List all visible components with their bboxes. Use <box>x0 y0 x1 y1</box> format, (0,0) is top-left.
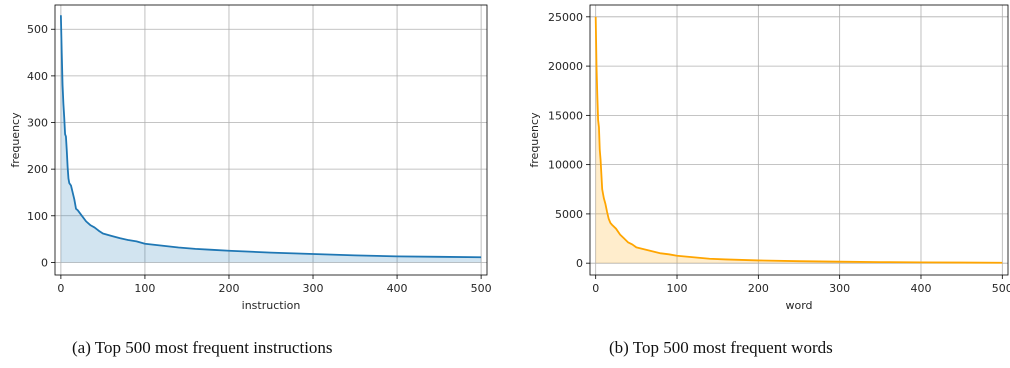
x-tick-label: 300 <box>829 282 850 295</box>
y-tick-label: 0 <box>41 256 48 269</box>
x-tick-label: 500 <box>992 282 1010 295</box>
area-fill-instructions <box>60 15 482 263</box>
area-fill-words <box>595 16 1003 264</box>
y-tick-label: 20000 <box>548 60 583 73</box>
y-tick-label: 300 <box>27 117 48 130</box>
axes-frame <box>54 4 488 276</box>
x-axis-label: word <box>785 299 812 312</box>
caption-instructions: (a) Top 500 most frequent instructions <box>72 338 333 357</box>
series-line-instructions <box>59 15 482 259</box>
x-tick-label: 400 <box>387 282 408 295</box>
x-tick-label: 200 <box>218 282 239 295</box>
x-tick-label: 500 <box>471 282 492 295</box>
series-line-words <box>594 16 1003 264</box>
chart-instructions: 0 100 200 300 400 500 0 100 200 300 400 500 instruct… <box>9 4 492 312</box>
y-tick-label: 500 <box>27 23 48 36</box>
y-tick-label: 100 <box>27 210 48 223</box>
x-tick-label: 100 <box>134 282 155 295</box>
y-tick-label: 10000 <box>548 159 583 172</box>
axes-frame <box>589 4 1009 276</box>
y-axis-label: frequency <box>9 112 22 168</box>
x-axis-label: instruction <box>242 299 301 312</box>
y-axis-label: frequency <box>528 112 541 168</box>
y-tick-label: 200 <box>27 163 48 176</box>
x-tick-label: 200 <box>748 282 769 295</box>
y-tick-label: 0 <box>576 257 583 270</box>
x-tick-label: 100 <box>667 282 688 295</box>
chart-words: 0 100 200 300 400 500050001000015000200002500… <box>528 4 1010 312</box>
y-tick-label: 15000 <box>548 109 583 122</box>
caption-words: (b) Top 500 most frequent words <box>609 338 833 357</box>
y-tick-label: 5000 <box>555 208 583 221</box>
x-tick-label: 0 <box>57 282 64 295</box>
x-tick-label: 300 <box>303 282 324 295</box>
y-tick-label: 25000 <box>548 11 583 24</box>
x-tick-label: 0 <box>592 282 599 295</box>
y-tick-label: 400 <box>27 70 48 83</box>
x-tick-label: 400 <box>910 282 931 295</box>
